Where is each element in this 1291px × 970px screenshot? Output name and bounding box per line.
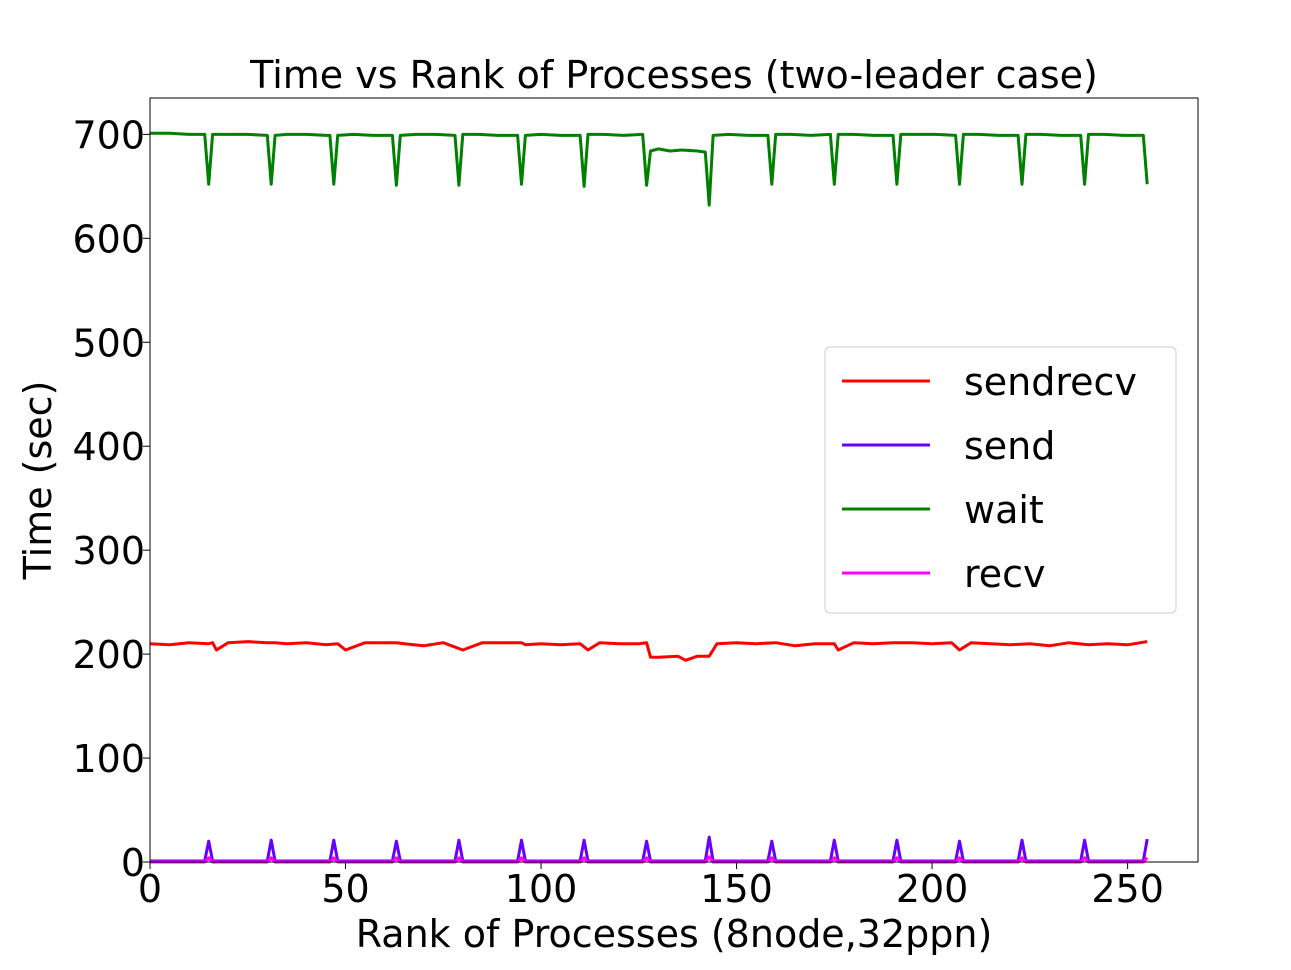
series-line-wait [150,131,1149,207]
y-tick-label: 600 [72,217,145,261]
chart-title: Time vs Rank of Processes (two-leader ca… [249,53,1098,97]
plot-frame [149,97,1199,863]
legend: sendrecv send wait recv [824,346,1177,614]
y-tick-label: 0 [121,841,145,885]
x-tick-label: 200 [896,867,969,911]
x-axis: 0 50 100 150 200 250 [138,862,1164,911]
legend-label-sendrecv: sendrecv [964,360,1137,404]
legend-label-send: send [964,424,1055,468]
legend-box [824,346,1177,614]
y-tick-label: 400 [72,425,145,469]
plot-area [149,97,1199,864]
legend-label-wait: wait [964,488,1044,532]
x-tick-label: 250 [1091,867,1164,911]
y-tick-label: 300 [72,529,145,573]
x-tick-label: 100 [505,867,578,911]
x-tick-label: 0 [138,867,162,911]
legend-entries: sendrecv send wait recv [842,360,1137,596]
y-axis-label: Time (sec) [16,381,60,581]
y-tick-label: 100 [72,737,145,781]
series-line-sendrecv [149,640,1148,662]
series-layer [149,131,1149,864]
y-tick-label: 700 [72,113,145,157]
x-tick-label: 50 [321,867,369,911]
y-axis: 0 100 200 300 400 500 600 700 [72,113,150,885]
legend-label-recv: recv [964,552,1046,596]
x-tick-label: 150 [700,867,773,911]
x-axis-label: Rank of Processes (8node,32ppn) [356,912,993,956]
y-tick-label: 500 [72,321,145,365]
y-tick-label: 200 [72,633,145,677]
